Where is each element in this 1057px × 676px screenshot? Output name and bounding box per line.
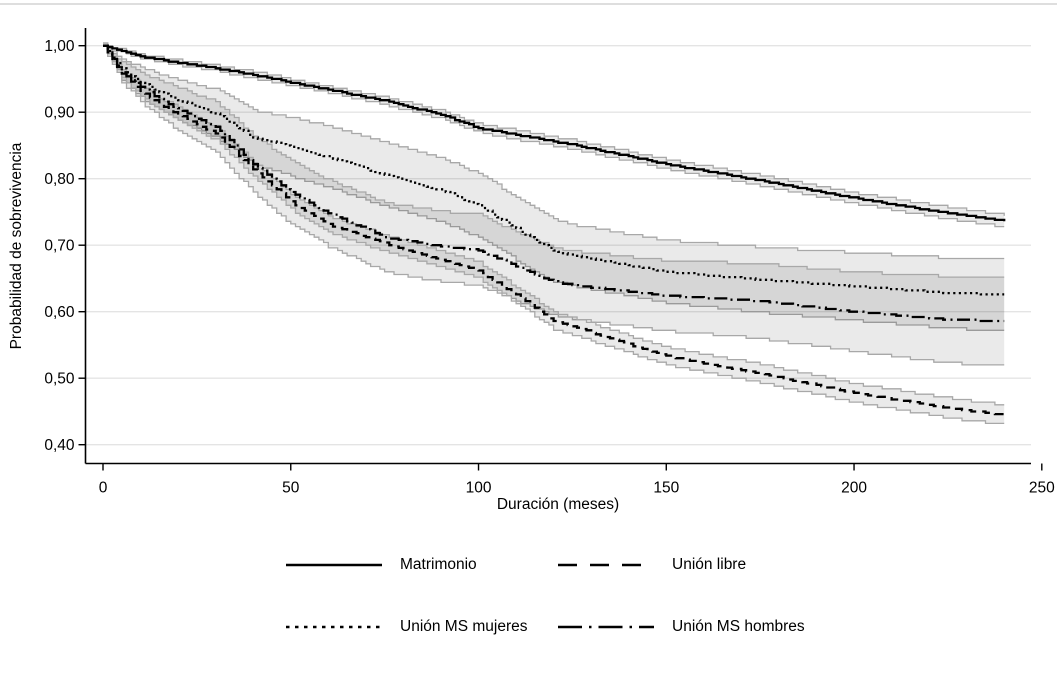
y-tick-label: 0,50 — [44, 371, 75, 388]
x-tick-label: 100 — [466, 480, 492, 497]
curve-solid — [103, 44, 1006, 222]
y-tick-label: 0,70 — [44, 238, 75, 255]
ci-band-upper-edge-solid — [103, 45, 1005, 216]
ci-band-dashdot — [103, 43, 1005, 365]
legend-item-union-ms-hombres: Unión MS hombres — [557, 618, 805, 636]
x-axis-title: Duración (meses) — [496, 496, 620, 513]
legend-item-union-libre: Unión libre — [557, 556, 746, 574]
legend-line-dashed-union-libre — [558, 563, 654, 567]
top-rule-divider — [0, 3, 1057, 5]
chart-canvas: 1,00 0,90 0,80 0,70 0,60 0,50 0,40 0 50 100 150 200… — [44, 28, 1055, 497]
x-tick-label: 150 — [653, 480, 679, 497]
curve-dashdot — [103, 44, 1005, 323]
legend-item-matrimonio: Matrimonio — [285, 556, 477, 574]
ci-band-lower-edge-solid — [103, 45, 1005, 228]
legend-label-union-ms-mujeres: Unión MS mujeres — [400, 618, 528, 635]
legend-line-solid-matrimonio — [286, 563, 382, 567]
legend-label-matrimonio: Matrimonio — [400, 556, 477, 573]
y-tick-label: 1,00 — [44, 38, 75, 55]
y-tick-label: 0,60 — [44, 304, 75, 321]
legend-label-union-libre: Unión libre — [672, 556, 747, 573]
x-tick-label: 200 — [841, 480, 867, 497]
legend-line-dashdot-union-ms-hombres — [558, 625, 654, 629]
ci-band-lower-edge-dashed — [103, 45, 1005, 425]
y-axis-title: Probabilidad de sobrevivencia — [8, 142, 25, 350]
legend-line-dotted-union-ms-mujeres — [286, 625, 382, 629]
y-tick-label: 0,90 — [44, 105, 75, 122]
x-tick-label: 0 — [99, 480, 108, 497]
curve-dotted — [103, 44, 1005, 296]
x-tick-label: 250 — [1029, 480, 1055, 497]
y-tick-label: 0,40 — [44, 437, 75, 454]
y-tick-label: 0,80 — [44, 171, 75, 188]
ci-band-lower-edge-dashdot — [103, 45, 1005, 366]
x-tick-label: 50 — [282, 480, 300, 497]
legend-label-union-ms-hombres: Unión MS hombres — [672, 618, 805, 635]
legend-item-union-ms-mujeres: Unión MS mujeres — [285, 618, 528, 636]
ci-band-upper-edge-dashdot — [103, 42, 1005, 278]
ci-band-upper-edge-dotted — [103, 42, 1005, 260]
ci-band-lower-edge-dotted — [103, 45, 1005, 331]
ci-band-dotted — [103, 43, 1005, 331]
